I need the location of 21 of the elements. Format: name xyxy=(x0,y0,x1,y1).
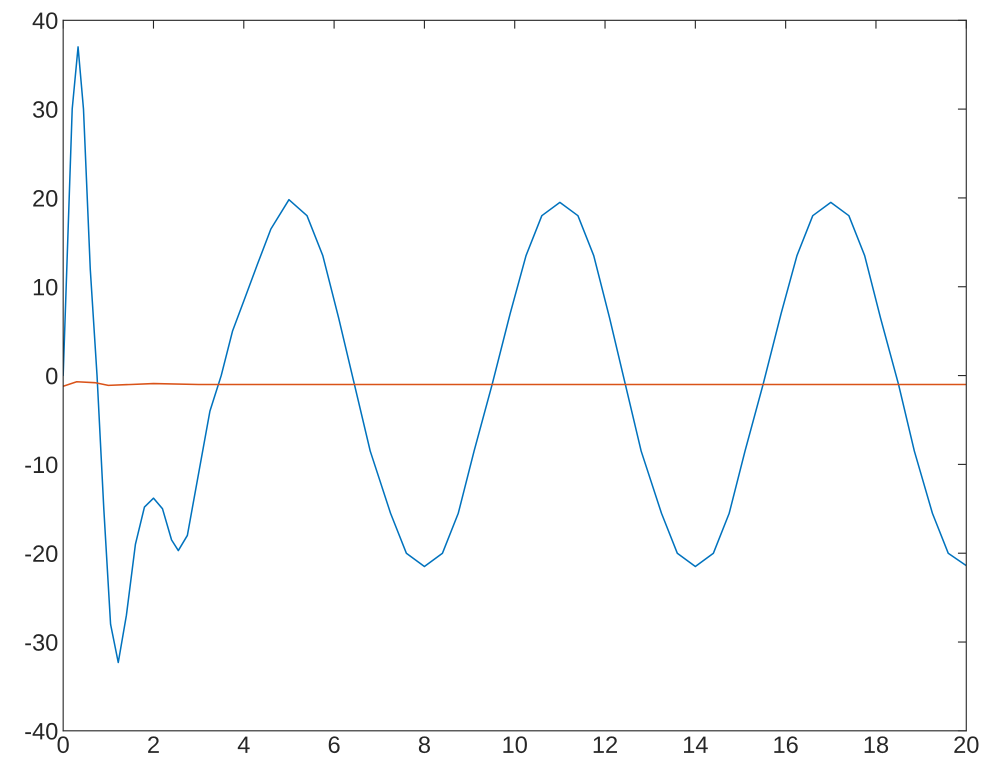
x-tick-label: 0 xyxy=(58,736,69,754)
x-tick-label: 6 xyxy=(328,736,340,754)
y-tick-label: 30 xyxy=(32,101,58,118)
y-tick-label: 20 xyxy=(33,190,58,207)
x-tick-label: 2 xyxy=(148,736,159,753)
y-tick-label: 40 xyxy=(32,12,58,30)
x-tick-label: 4 xyxy=(238,736,250,753)
x-tick-label: 14 xyxy=(684,736,708,753)
x-tick-label: 12 xyxy=(594,736,617,753)
y-tick-label: 0 xyxy=(46,368,58,384)
x-tick-label: 20 xyxy=(954,736,978,754)
y-tick-label: -20 xyxy=(25,545,58,562)
y-tick-label: 10 xyxy=(34,278,58,296)
x-tick-label: 8 xyxy=(418,736,430,754)
y-tick-label: -30 xyxy=(25,634,58,651)
x-tick-label: 10 xyxy=(503,736,527,754)
x-tick-label: 16 xyxy=(774,736,798,754)
y-tick-label: -10 xyxy=(25,456,58,474)
y-tick-label: -40 xyxy=(25,722,58,740)
line-series xyxy=(63,46,966,664)
x-tick-label: 18 xyxy=(864,736,888,754)
